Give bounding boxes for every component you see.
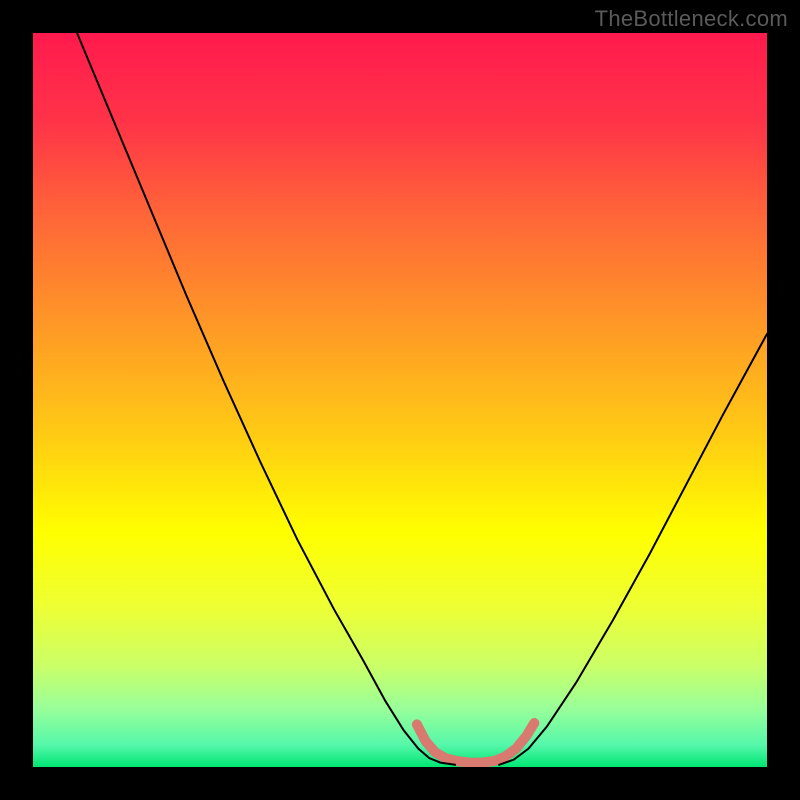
chart-curves-layer [33,33,767,767]
chart-plot-area [33,33,767,767]
left-curve [77,33,455,765]
right-curve [499,334,767,765]
watermark-text: TheBottleneck.com [595,6,788,32]
